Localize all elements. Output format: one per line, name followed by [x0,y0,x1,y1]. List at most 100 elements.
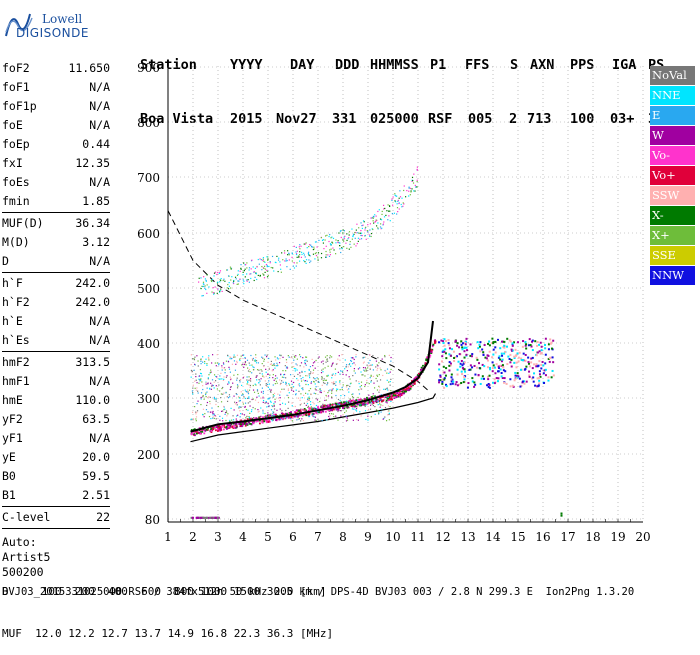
echo-trace [200,398,202,400]
echo-trace [212,292,215,294]
echo-trace [519,385,522,388]
echo-trace [335,242,337,244]
echo-trace [294,370,296,372]
echo-trace [396,213,398,215]
echo-trace [200,378,202,380]
echo-trace [248,384,250,386]
echo-trace [286,413,289,416]
echo-trace [397,211,399,213]
echo-trace [511,342,514,345]
logo-line1: Lowell [42,12,83,26]
echo-trace [352,406,354,408]
direction-legend: NoVal NNE E W Vo- Vo+ SSW X- X+ SSE NNW [650,66,695,286]
echo-trace [358,382,360,385]
echo-trace [374,214,376,216]
echo-trace [352,233,355,235]
echo-trace [346,247,348,249]
echo-trace [402,202,404,204]
echo-trace [329,251,331,253]
echo-trace [379,226,382,228]
echo-trace [309,365,312,368]
echo-trace [312,412,315,415]
echo-trace [219,378,221,380]
echo-trace [342,373,344,376]
echo-trace [324,367,326,369]
echo-trace [305,375,307,377]
echo-trace [305,262,307,264]
echo-trace [420,366,423,369]
echo-trace [192,392,194,394]
echo-trace [263,365,265,368]
echo-trace [430,352,432,354]
echo-trace [449,383,452,386]
echo-trace [534,384,537,387]
echo-trace [224,280,226,282]
echo-trace [284,413,287,416]
echo-trace [211,384,213,386]
echo-trace [448,364,451,367]
echo-trace [308,416,310,418]
echo-trace [245,364,247,366]
echo-trace [303,252,305,254]
echo-trace [261,421,264,424]
echo-trace [416,186,418,188]
echo-trace [407,389,410,392]
echo-trace [389,210,391,212]
echo-trace [370,381,372,383]
echo-trace [213,374,216,376]
echo-trace [323,378,325,380]
echo-trace [341,370,343,372]
echo-trace [269,390,272,392]
echo-trace [331,392,333,394]
echo-trace [307,393,309,395]
echo-trace [193,433,196,435]
echo-trace [234,369,237,371]
echo-trace [453,359,456,362]
echo-trace [488,340,491,343]
echo-trace [380,400,383,403]
echo-trace [210,280,213,282]
echo-trace [212,414,214,416]
echo-trace [248,396,250,398]
echo-trace [195,416,198,418]
echo-trace [303,394,305,396]
echo-trace [266,383,269,386]
echo-trace [246,279,248,281]
echo-trace [377,227,379,229]
echo-trace [283,374,285,376]
echo-trace [207,516,210,519]
echo-trace [205,428,208,431]
echo-trace [272,396,274,398]
echo-trace [359,367,361,369]
echo-trace [284,417,286,419]
echo-trace [428,356,431,359]
echo-trace [334,368,337,370]
echo-trace [538,376,541,379]
echo-trace [239,399,242,402]
echo-trace [371,217,373,219]
echo-trace [298,390,300,392]
echo-trace [470,355,473,358]
echo-trace [501,364,504,367]
param-name: MUF(D) [2,216,44,230]
echo-trace [360,371,362,373]
echo-trace [364,375,366,377]
echo-trace [355,356,357,358]
echo-trace [265,421,268,424]
echo-trace [198,375,200,377]
echo-trace [329,403,332,406]
echo-trace [341,247,343,249]
echo-trace [214,414,216,417]
echo-trace [243,280,245,282]
echo-trace [239,397,241,399]
echo-trace [361,227,364,230]
echo-trace [200,432,202,435]
echo-trace [265,400,267,403]
echo-trace [223,405,225,408]
echo-trace [509,361,512,364]
echo-trace [380,411,382,413]
echo-trace [193,363,196,365]
echo-trace [513,379,516,382]
echo-trace [304,379,307,382]
echo-trace [353,370,355,372]
